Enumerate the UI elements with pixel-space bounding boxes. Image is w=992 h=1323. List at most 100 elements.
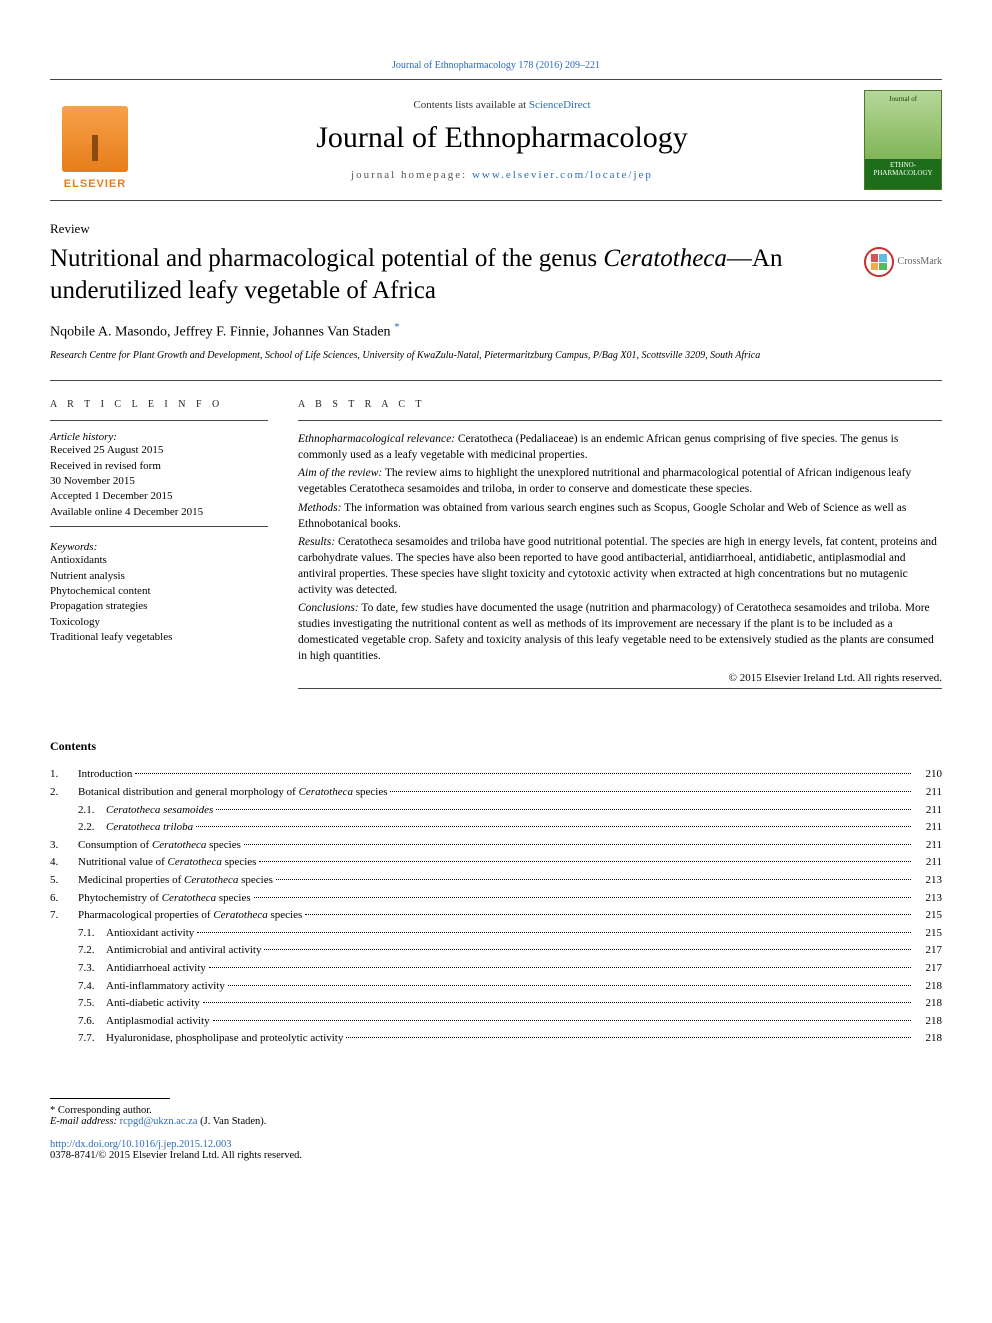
doi-line: http://dx.doi.org/10.1016/j.jep.2015.12.…	[50, 1139, 942, 1150]
crossmark-badge[interactable]: CrossMark	[864, 247, 942, 277]
toc-leader-dots	[197, 932, 911, 933]
toc-leader-dots	[228, 985, 911, 986]
abstract-section: Aim of the review: The review aims to hi…	[298, 465, 942, 497]
abstract-heading: a b s t r a c t	[298, 399, 942, 410]
toc-leader-dots	[213, 1020, 911, 1021]
abstract-body: Ethnopharmacological relevance: Ceratoth…	[298, 431, 942, 664]
keyword: Phytochemical content	[50, 584, 268, 599]
toc-title[interactable]: Antimicrobial and antiviral activity	[106, 942, 261, 960]
history-line: Received 25 August 2015	[50, 443, 268, 458]
toc-page: 210	[914, 766, 942, 784]
toc-number: 7.4.	[50, 978, 106, 996]
abstract-section-label: Methods:	[298, 502, 341, 514]
toc-number: 2.	[50, 784, 78, 802]
history-block: Received 25 August 2015Received in revis…	[50, 443, 268, 520]
keyword: Antioxidants	[50, 553, 268, 568]
journal-cover-thumb: Journal of ETHNO- PHARMACOLOGY	[864, 90, 942, 190]
toc-leader-dots	[259, 861, 911, 862]
issn-line: 0378-8741/© 2015 Elsevier Ireland Ltd. A…	[50, 1150, 942, 1161]
toc-page: 213	[914, 890, 942, 908]
abstract-section-label: Conclusions:	[298, 602, 359, 614]
contents-available: Contents lists available at ScienceDirec…	[158, 99, 846, 111]
toc-title[interactable]: Medicinal properties of Ceratotheca spec…	[78, 872, 273, 890]
toc-row: 1.Introduction210	[50, 766, 942, 784]
toc-title[interactable]: Ceratotheca sesamoides	[106, 802, 213, 820]
toc-number: 7.5.	[50, 995, 106, 1013]
publisher-logo: ELSEVIER	[50, 90, 140, 190]
abstract-section: Results: Ceratotheca sesamoides and tril…	[298, 534, 942, 598]
toc-number: 7.2.	[50, 942, 106, 960]
abstract-section-text: The review aims to highlight the unexplo…	[298, 467, 911, 495]
running-header: Journal of Ethnopharmacology 178 (2016) …	[50, 60, 942, 71]
toc-title[interactable]: Ceratotheca triloba	[106, 819, 193, 837]
toc-leader-dots	[135, 773, 911, 774]
toc-page: 213	[914, 872, 942, 890]
email-suffix: (J. Van Staden).	[198, 1116, 267, 1127]
toc-leader-dots	[196, 826, 911, 827]
toc-title[interactable]: Nutritional value of Ceratotheca species	[78, 854, 256, 872]
toc-number: 4.	[50, 854, 78, 872]
abstract-rule	[298, 420, 942, 421]
toc-page: 211	[914, 837, 942, 855]
toc-title[interactable]: Consumption of Ceratotheca species	[78, 837, 241, 855]
toc-number: 5.	[50, 872, 78, 890]
homepage-link[interactable]: www.elsevier.com/locate/jep	[472, 169, 653, 181]
keyword: Propagation strategies	[50, 599, 268, 614]
contents-available-prefix: Contents lists available at	[413, 99, 528, 111]
toc-row: 7.5.Anti-diabetic activity218	[50, 995, 942, 1013]
toc-page: 211	[914, 784, 942, 802]
abstract-section-label: Results:	[298, 536, 335, 548]
toc-page: 215	[914, 925, 942, 943]
toc-title[interactable]: Anti-inflammatory activity	[106, 978, 225, 996]
cover-top-text: Journal of	[889, 95, 917, 103]
toc-title[interactable]: Introduction	[78, 766, 132, 784]
toc-number: 6.	[50, 890, 78, 908]
abstract-section-text: Ceratotheca sesamoides and triloba have …	[298, 536, 937, 596]
contents-heading: Contents	[50, 739, 942, 754]
toc-number: 7.6.	[50, 1013, 106, 1031]
toc-title[interactable]: Phytochemistry of Ceratotheca species	[78, 890, 251, 908]
email-label: E-mail address:	[50, 1116, 120, 1127]
toc-leader-dots	[305, 914, 911, 915]
toc-page: 217	[914, 960, 942, 978]
corresponding-note: * Corresponding author.	[50, 1105, 942, 1116]
toc-title[interactable]: Antidiarrhoeal activity	[106, 960, 206, 978]
corresponding-marker[interactable]: *	[394, 321, 400, 333]
running-header-link[interactable]: Journal of Ethnopharmacology 178 (2016) …	[392, 60, 600, 71]
toc-title[interactable]: Hyaluronidase, phospholipase and proteol…	[106, 1030, 343, 1048]
history-line: Available online 4 December 2015	[50, 505, 268, 520]
toc-number: 3.	[50, 837, 78, 855]
abstract-bottom-rule	[298, 688, 942, 689]
toc-title[interactable]: Botanical distribution and general morph…	[78, 784, 387, 802]
toc-leader-dots	[209, 967, 911, 968]
toc-row: 3.Consumption of Ceratotheca species 211	[50, 837, 942, 855]
toc-title[interactable]: Pharmacological properties of Ceratothec…	[78, 907, 302, 925]
keyword: Traditional leafy vegetables	[50, 630, 268, 645]
doi-link[interactable]: http://dx.doi.org/10.1016/j.jep.2015.12.…	[50, 1139, 232, 1150]
toc-page: 218	[914, 1013, 942, 1031]
section-rule	[50, 380, 942, 381]
toc-title[interactable]: Antioxidant activity	[106, 925, 194, 943]
homepage-prefix: journal homepage:	[351, 169, 472, 181]
abstract-section: Conclusions: To date, few studies have d…	[298, 600, 942, 664]
abstract-section-label: Aim of the review:	[298, 467, 382, 479]
crossmark-icon	[864, 247, 894, 277]
toc-row: 2.Botanical distribution and general mor…	[50, 784, 942, 802]
toc-page: 215	[914, 907, 942, 925]
email-link[interactable]: rcpgd@ukzn.ac.za	[120, 1116, 198, 1127]
footer-rule	[50, 1098, 170, 1099]
toc-row: 7.Pharmacological properties of Ceratoth…	[50, 907, 942, 925]
toc-number: 7.3.	[50, 960, 106, 978]
toc-title[interactable]: Anti-diabetic activity	[106, 995, 200, 1013]
abstract-copyright: © 2015 Elsevier Ireland Ltd. All rights …	[298, 672, 942, 684]
footer: * Corresponding author. E-mail address: …	[50, 1098, 942, 1161]
title-ital: Ceratotheca	[603, 245, 727, 272]
sciencedirect-link[interactable]: ScienceDirect	[529, 99, 591, 111]
authors: Nqobile A. Masondo, Jeffrey F. Finnie, J…	[50, 321, 942, 341]
toc-page: 218	[914, 1030, 942, 1048]
history-line: Accepted 1 December 2015	[50, 489, 268, 504]
toc-leader-dots	[390, 791, 911, 792]
keywords-label: Keywords:	[50, 541, 268, 553]
toc-title[interactable]: Antiplasmodial activity	[106, 1013, 210, 1031]
info-rule-2	[50, 526, 268, 527]
